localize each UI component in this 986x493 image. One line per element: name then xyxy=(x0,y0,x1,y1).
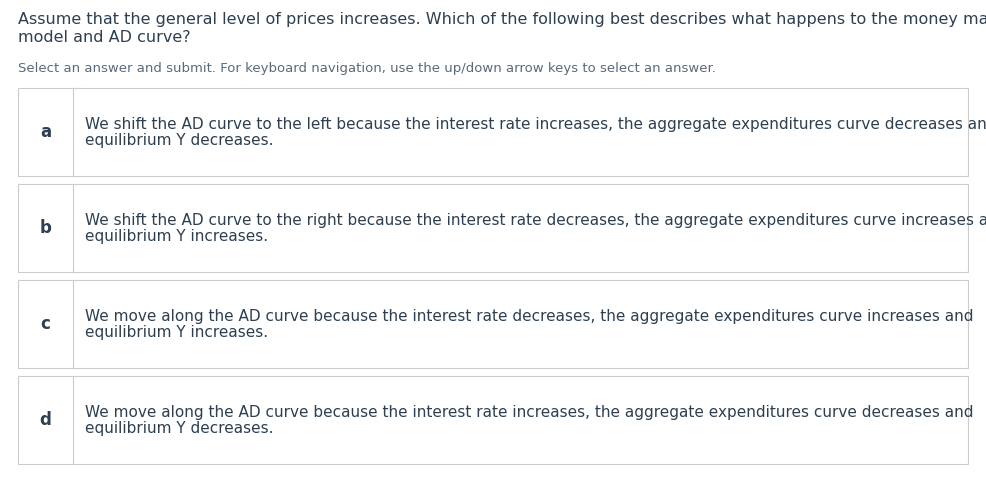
Text: equilibrium Y decreases.: equilibrium Y decreases. xyxy=(85,133,273,147)
FancyBboxPatch shape xyxy=(18,88,967,176)
Text: We shift the AD curve to the left because the interest rate increases, the aggre: We shift the AD curve to the left becaus… xyxy=(85,116,986,132)
Text: equilibrium Y decreases.: equilibrium Y decreases. xyxy=(85,421,273,435)
Text: We shift the AD curve to the right because the interest rate decreases, the aggr: We shift the AD curve to the right becau… xyxy=(85,212,986,227)
FancyBboxPatch shape xyxy=(18,376,967,464)
Text: equilibrium Y increases.: equilibrium Y increases. xyxy=(85,228,268,244)
Text: b: b xyxy=(39,219,51,237)
Text: equilibrium Y increases.: equilibrium Y increases. xyxy=(85,324,268,340)
Text: We move along the AD curve because the interest rate increases, the aggregate ex: We move along the AD curve because the i… xyxy=(85,404,972,420)
FancyBboxPatch shape xyxy=(18,280,967,368)
Text: model and AD curve?: model and AD curve? xyxy=(18,30,190,45)
Text: Assume that the general level of prices increases. Which of the following best d: Assume that the general level of prices … xyxy=(18,12,986,27)
Text: a: a xyxy=(39,123,51,141)
Text: d: d xyxy=(39,411,51,429)
FancyBboxPatch shape xyxy=(18,184,967,272)
Text: Select an answer and submit. For keyboard navigation, use the up/down arrow keys: Select an answer and submit. For keyboar… xyxy=(18,62,715,75)
Text: We move along the AD curve because the interest rate decreases, the aggregate ex: We move along the AD curve because the i… xyxy=(85,309,972,323)
Text: c: c xyxy=(40,315,50,333)
